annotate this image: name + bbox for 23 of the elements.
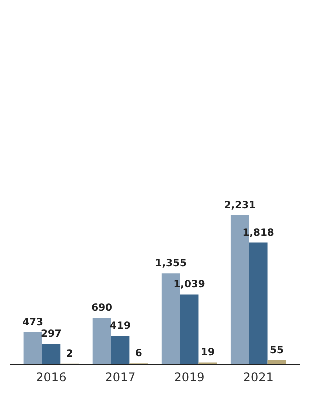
data-label: 297 [40,329,62,340]
data-label: 1,355 [155,258,187,270]
data-label: 690 [92,303,113,314]
data-label: 2 [66,348,74,360]
x-tick-label: 2017 [105,370,136,384]
data-label: 1,818 [242,228,274,239]
bar [42,344,61,364]
data-label: 6 [135,348,142,360]
data-label: 419 [110,321,131,332]
bar [92,318,112,364]
bar [24,332,42,364]
data-label: 55 [270,345,284,356]
data-label: 2,231 [224,200,256,212]
x-tick-label: 2016 [36,370,67,384]
x-tick-label: 2019 [174,370,205,384]
data-label: 19 [200,348,215,359]
bar [111,336,130,364]
bar [249,242,268,364]
bar [268,360,286,364]
x-tick-label: 2021 [243,370,274,384]
data-label: 473 [22,317,44,328]
bar [180,294,199,364]
data-label: 1,039 [174,280,206,291]
